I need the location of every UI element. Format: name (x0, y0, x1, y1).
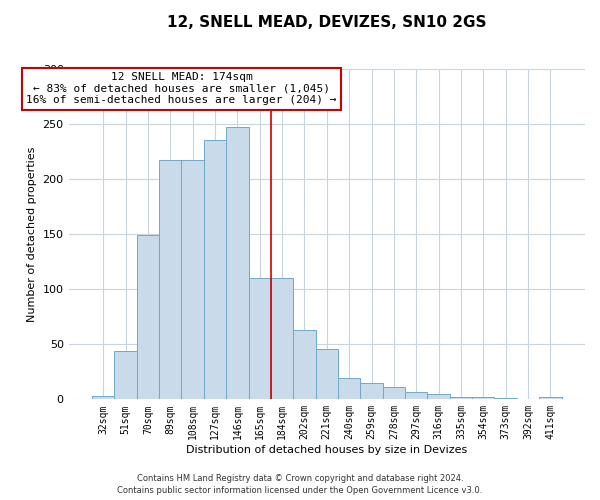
Bar (92, 396, 115, 400)
Y-axis label: Number of detached properties: Number of detached properties (27, 146, 37, 322)
Bar (248, 278, 271, 400)
Bar (383, 387, 405, 400)
Bar (316, 348, 338, 400)
Bar (137, 235, 159, 400)
Bar (181, 160, 204, 400)
Bar (427, 394, 450, 400)
Text: Contains HM Land Registry data © Crown copyright and database right 2024.
Contai: Contains HM Land Registry data © Crown c… (118, 474, 482, 495)
Bar (405, 392, 427, 400)
Bar (472, 397, 494, 400)
Bar (293, 330, 316, 400)
Bar (159, 160, 181, 400)
Bar (338, 378, 361, 400)
Title: 12, SNELL MEAD, DEVIZES, SN10 2GS: 12, SNELL MEAD, DEVIZES, SN10 2GS (167, 15, 487, 30)
Bar (494, 398, 517, 400)
Bar (226, 127, 248, 400)
Text: 12 SNELL MEAD: 174sqm
← 83% of detached houses are smaller (1,045)
16% of semi-d: 12 SNELL MEAD: 174sqm ← 83% of detached … (26, 72, 337, 105)
Bar (361, 383, 383, 400)
Bar (115, 351, 137, 400)
Bar (539, 397, 562, 400)
Bar (271, 278, 293, 400)
X-axis label: Distribution of detached houses by size in Devizes: Distribution of detached houses by size … (186, 445, 467, 455)
Bar (204, 140, 226, 400)
Bar (450, 397, 472, 400)
